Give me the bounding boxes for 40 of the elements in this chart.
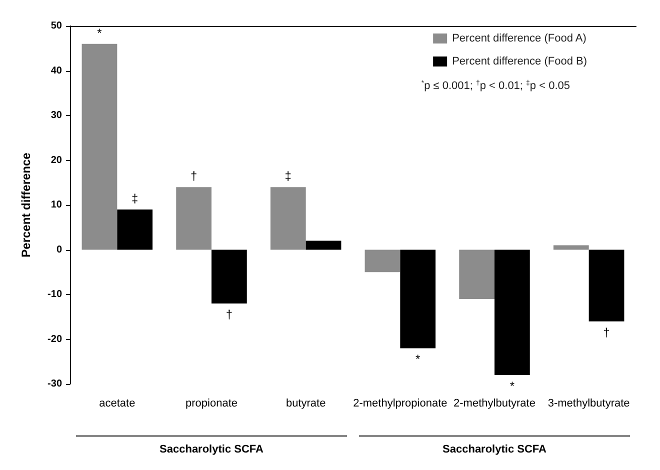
data-label: *: [416, 352, 421, 366]
text: Saccharolytic SCFA: [160, 444, 264, 456]
data-label: ‡: [284, 169, 292, 184]
x-tick-label: butyrate: [286, 398, 326, 410]
bar: [588, 250, 624, 322]
bar: [459, 250, 494, 299]
bar: [176, 187, 212, 250]
y-tick-label: 20: [50, 154, 62, 166]
y-tick-label: 0: [56, 244, 62, 256]
y-tick-label: 40: [50, 65, 62, 76]
x-tick-label: 2-methylpropionate: [353, 398, 448, 410]
data-label: ‡: [132, 191, 138, 206]
data-label: †: [603, 325, 610, 340]
bar: [400, 250, 436, 348]
bar: [364, 250, 400, 272]
bar: [117, 209, 153, 250]
x-tick-label: 3-methylbutyrate: [548, 398, 630, 410]
data-label: *: [510, 379, 515, 394]
y-tick-label: -20: [48, 334, 62, 345]
legend-label: Percent difference (Food B): [452, 56, 587, 68]
x-tick-label: 2-methylbutyrate: [454, 398, 536, 410]
data-label: †: [226, 307, 233, 322]
data-label: *: [97, 26, 102, 40]
x-tick-label: acetate: [99, 398, 136, 410]
bar: [270, 187, 306, 250]
bar: [212, 250, 247, 304]
bar: [82, 44, 118, 250]
y-tick-label: 10: [50, 200, 62, 210]
bar: [306, 240, 342, 250]
bar: [553, 245, 589, 250]
y-tick-label: -10: [48, 289, 62, 300]
data-label: †: [190, 169, 198, 184]
text: Saccharolytic SCFA: [442, 444, 547, 456]
y-tick-label: 50: [50, 20, 62, 32]
y-tick-label: 30: [50, 110, 62, 121]
legend-label: Percent difference (Food A): [452, 32, 586, 44]
bar: [494, 250, 530, 376]
x-tick-label: propionate: [186, 398, 238, 410]
y-axis-title: Percent difference: [19, 152, 33, 258]
y-tick-label: -30: [48, 378, 62, 390]
